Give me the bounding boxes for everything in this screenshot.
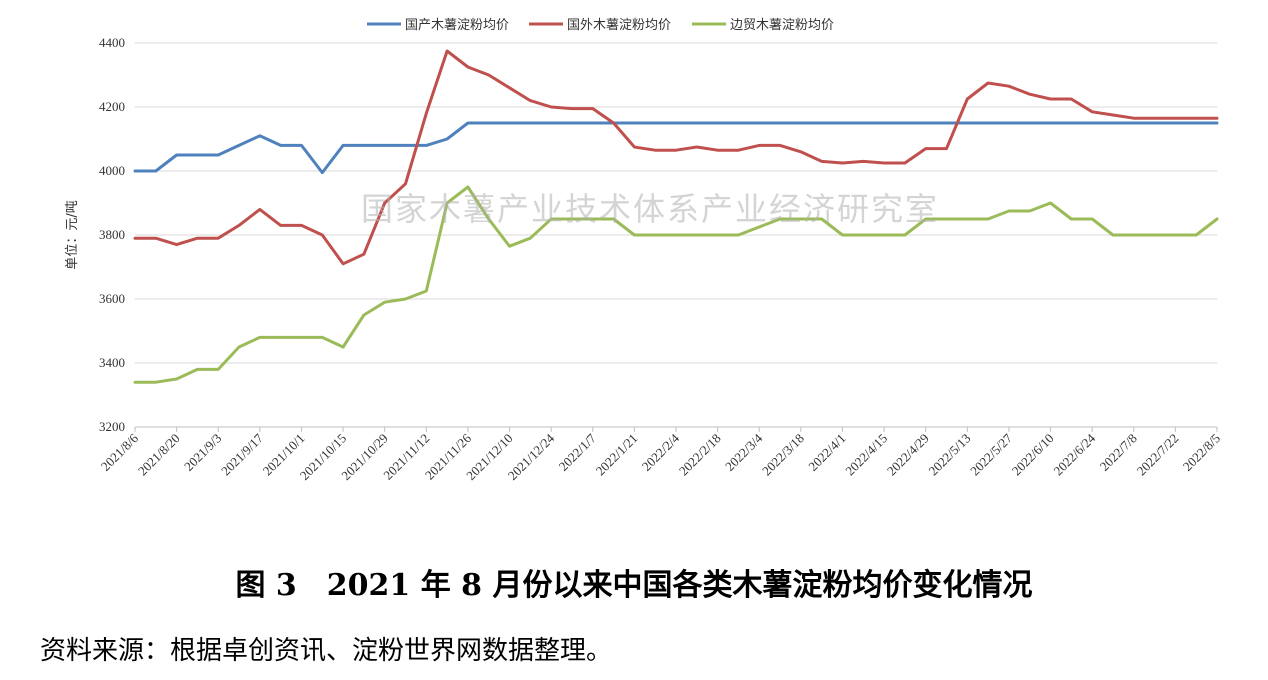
y-tick-label: 3600 <box>99 291 125 306</box>
chart-legend: 国产木薯淀粉均价 国外木薯淀粉均价 边贸木薯淀粉均价 <box>367 18 834 33</box>
x-tick-label: 2021/9/17 <box>218 430 266 478</box>
x-tick-label: 2022/7/22 <box>1134 431 1182 479</box>
x-tick-label: 2022/3/18 <box>759 431 807 479</box>
x-tick-label: 2022/6/24 <box>1050 430 1098 478</box>
x-tick-label: 2022/5/27 <box>967 430 1015 478</box>
series-line-1 <box>133 49 1219 266</box>
line-chart: 3200 3400 3600 3800 4000 4200 4400 2021/8/6202… <box>65 18 1223 483</box>
legend-entry: 边贸木薯淀粉均价 <box>730 18 834 33</box>
y-axis-label: 单位：元/吨 <box>65 200 80 269</box>
x-tick-label: 2021/8/20 <box>135 431 183 479</box>
x-tick-label: 2022/8/5 <box>1180 431 1223 474</box>
x-tick-label: 2022/5/13 <box>926 431 974 479</box>
legend-entry: 国产木薯淀粉均价 <box>405 18 509 33</box>
x-tick-label: 2021/12/24 <box>505 430 558 483</box>
y-tick-label: 3400 <box>99 355 125 370</box>
x-tick-label: 2022/1/21 <box>593 431 641 479</box>
watermark-text: 国家木薯产业技术体系产业经济研究室 <box>361 190 939 228</box>
chart-gridlines <box>135 42 1217 428</box>
x-tick-label: 2022/2/18 <box>676 431 724 479</box>
y-tick-label: 4400 <box>99 35 125 50</box>
x-tick-label: 2022/6/10 <box>1009 431 1057 479</box>
x-tick-label: 2022/4/29 <box>884 431 932 479</box>
y-tick-label: 4000 <box>99 163 125 178</box>
source-note: 资料来源：根据卓创资讯、淀粉世界网数据整理。 <box>40 636 613 666</box>
chart-series <box>133 49 1219 384</box>
series-line-2 <box>133 185 1219 384</box>
legend-entry: 国外木薯淀粉均价 <box>567 18 671 33</box>
series-line-0 <box>133 121 1219 175</box>
x-tick-label: 2022/4/15 <box>842 431 890 479</box>
y-axis: 3200 3400 3600 3800 4000 4200 4400 <box>99 35 125 434</box>
y-tick-label: 3800 <box>99 227 125 242</box>
figure-caption: 图 3 2021 年 8 月份以来中国各类木薯淀粉均价变化情况 <box>235 568 1033 603</box>
y-tick-label: 4200 <box>99 99 125 114</box>
x-axis: 2021/8/62021/8/202021/9/32021/9/172021/1… <box>98 426 1223 483</box>
y-tick-label: 3200 <box>99 419 125 434</box>
